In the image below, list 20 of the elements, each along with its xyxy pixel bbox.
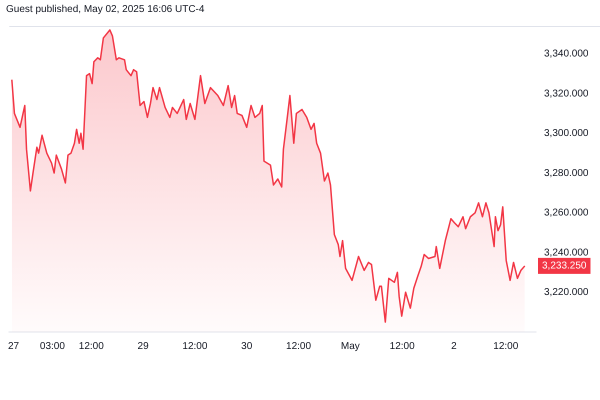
x-tick-label: 12:00: [182, 340, 208, 352]
y-tick-label: 3,320.000: [544, 88, 589, 100]
x-tick-label: 30: [241, 340, 253, 352]
x-tick-label: May: [340, 340, 360, 352]
y-tick-label: 3,280.000: [544, 168, 589, 179]
y-tick-label: 3,240.000: [544, 247, 589, 258]
y-tick-label: 3,300.000: [544, 128, 589, 140]
annotation: 3,233.250: [542, 260, 587, 272]
x-tick-label: 29: [138, 340, 150, 352]
x-tick-label: 12:00: [78, 340, 104, 352]
x-tick-label: 27: [8, 340, 20, 352]
x-tick-label: 2: [451, 340, 458, 352]
text: Guest published, May 02, 2025 16:06 UTC-4: [6, 4, 205, 15]
x-tick-label: 12:00: [286, 340, 312, 352]
x-tick-label: 12:00: [493, 340, 519, 352]
x-tick-label: 12:00: [390, 340, 416, 352]
x-tick-label: 03:00: [40, 340, 66, 352]
y-tick-label: 3,220.000: [544, 287, 589, 298]
y-tick-label: 3,340.000: [544, 48, 589, 60]
y-tick-label: 3,260.000: [544, 208, 589, 219]
